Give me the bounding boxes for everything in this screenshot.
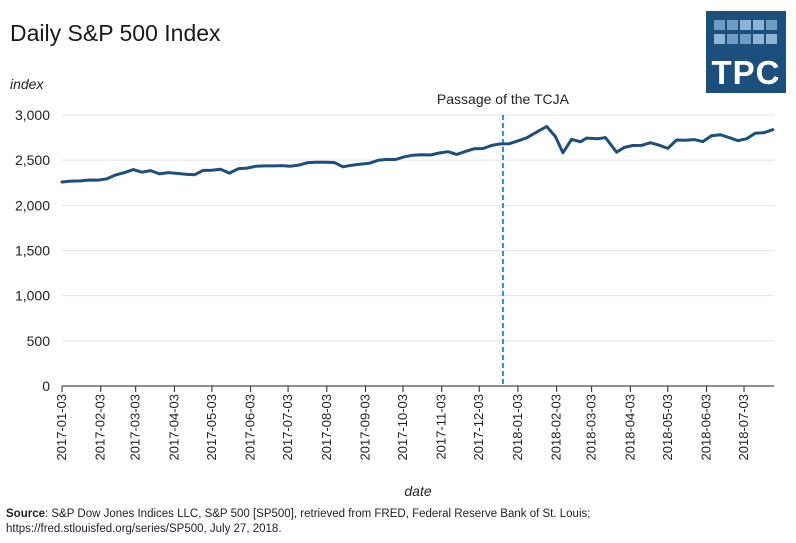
x-tick-label: 2017-04-03 — [166, 394, 181, 461]
x-tick-label: 2017-02-03 — [93, 394, 108, 461]
logo-square — [740, 34, 751, 44]
logo-square — [714, 34, 725, 44]
x-tick-label: 2018-06-03 — [699, 394, 714, 461]
x-tick-label: 2017-11-03 — [434, 394, 449, 460]
x-tick-label: 2017-07-03 — [280, 394, 295, 461]
x-tick-label: 2017-09-03 — [358, 394, 373, 461]
x-tick-label: 2018-07-03 — [736, 394, 751, 461]
chart-title: Daily S&P 500 Index — [10, 20, 221, 46]
y-axis-title: index — [10, 76, 44, 92]
x-tick-label: 2018-03-03 — [584, 394, 599, 461]
logo-square — [753, 20, 764, 30]
y-axis: 0 500 1,000 1,500 2,000 2,500 3,000 — [15, 107, 50, 394]
source-note: Source: S&P Dow Jones Indices LLC, S&P 5… — [6, 507, 786, 537]
logo-square — [727, 34, 738, 44]
tpc-logo: TPC — [706, 11, 786, 93]
x-tick-label: 2018-02-03 — [549, 394, 564, 461]
logo-square — [714, 20, 725, 30]
y-tick-label: 2,500 — [15, 152, 50, 168]
x-tick-label: 2017-06-03 — [243, 394, 258, 461]
logo-square — [740, 20, 751, 30]
x-axis: 2017-01-03 2017-02-03 2017-03-03 2017-04-03… — [54, 385, 774, 461]
x-tick-label: 2018-05-03 — [660, 394, 675, 461]
source-text: : S&P Dow Jones Indices LLC, S&P 500 [SP… — [6, 508, 591, 535]
annotation: Passage of the TCJA — [437, 91, 570, 386]
line-chart: 0 500 1,000 1,500 2,000 2,500 3,000 2017-01-03… — [10, 76, 775, 499]
y-tick-label: 3,000 — [15, 107, 50, 123]
logo-square — [766, 34, 777, 44]
y-tick-label: 500 — [27, 333, 51, 349]
logo-square — [727, 20, 738, 30]
y-tick-label: 0 — [42, 378, 50, 394]
logo-square — [766, 20, 777, 30]
y-tick-label: 1,000 — [15, 288, 50, 304]
x-tick-label: 2018-01-03 — [510, 394, 525, 461]
grid — [62, 114, 774, 342]
x-tick-label: 2017-01-03 — [54, 394, 69, 461]
y-tick-label: 1,500 — [15, 243, 50, 259]
x-tick-label: 2017-08-03 — [319, 394, 334, 461]
logo-text: TPC — [711, 54, 781, 91]
x-axis-title: date — [404, 483, 431, 499]
logo-square — [753, 34, 764, 44]
series — [60, 125, 775, 184]
source-label: Source — [6, 508, 45, 520]
sp500-series-line — [60, 125, 775, 184]
x-tick-label: 2017-10-03 — [395, 394, 410, 461]
y-tick-label: 2,000 — [15, 197, 50, 213]
x-tick-label: 2017-03-03 — [128, 394, 143, 461]
x-tick-label: 2017-05-03 — [204, 394, 219, 461]
x-tick-label: 2018-04-03 — [622, 394, 637, 461]
x-tick-label: 2017-12-03 — [471, 394, 486, 461]
tcja-marker-label: Passage of the TCJA — [437, 91, 570, 107]
